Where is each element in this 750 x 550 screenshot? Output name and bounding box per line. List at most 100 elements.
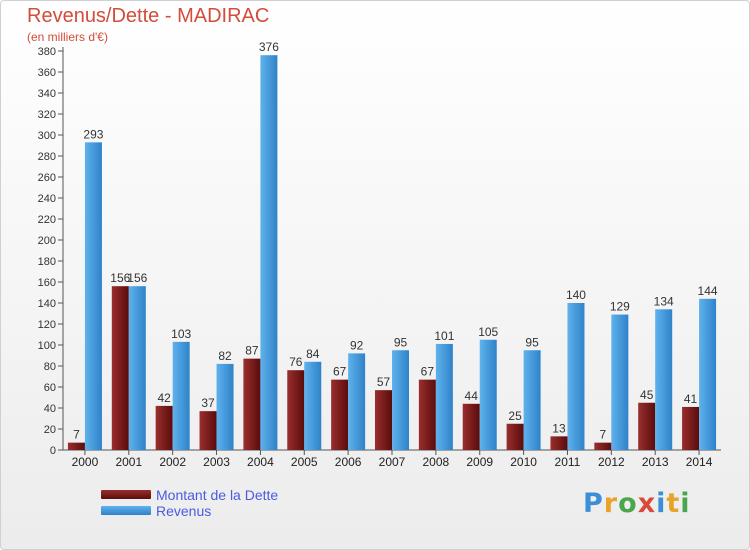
data-label-dette: 156	[110, 271, 130, 285]
bar-dette	[111, 286, 129, 450]
y-tick-label: 320	[38, 109, 56, 121]
bar-dette	[331, 379, 349, 450]
data-label-dette: 57	[377, 375, 391, 389]
bar-revenus	[655, 309, 673, 450]
x-tick-label: 2009	[466, 455, 493, 469]
bar-dette	[199, 411, 217, 450]
legend-swatch-dette	[101, 490, 151, 499]
y-tick-label: 240	[38, 193, 56, 205]
data-label-dette: 42	[157, 391, 171, 405]
x-tick-label: 2014	[686, 455, 713, 469]
x-tick-label: 2004	[247, 455, 274, 469]
data-label-dette: 76	[289, 355, 303, 369]
bar-revenus	[567, 303, 585, 450]
data-label-revenus: 82	[218, 349, 232, 363]
logo-letter: t	[666, 488, 681, 519]
data-label-revenus: 95	[394, 335, 408, 349]
logo-letter: P	[583, 488, 604, 519]
data-label-dette: 37	[201, 396, 215, 410]
bar-revenus	[304, 361, 322, 450]
x-tick-label: 2002	[159, 455, 186, 469]
data-label-dette: 13	[552, 421, 566, 435]
y-tick-label: 140	[38, 298, 56, 310]
data-label-dette: 45	[640, 388, 654, 402]
bar-dette	[550, 436, 568, 450]
data-label-revenus: 105	[478, 325, 498, 339]
data-label-revenus: 140	[566, 288, 586, 302]
y-tick-label: 160	[38, 277, 56, 289]
bar-revenus	[479, 339, 497, 450]
y-tick-label: 260	[38, 172, 56, 184]
x-tick-label: 2001	[115, 455, 142, 469]
y-tick-label: 300	[38, 130, 56, 142]
data-label-dette: 25	[508, 409, 522, 423]
x-tick-label: 2005	[291, 455, 318, 469]
bar-revenus	[611, 314, 629, 450]
bar-revenus	[128, 286, 146, 450]
data-label-dette: 87	[245, 344, 259, 358]
bar-dette	[462, 403, 480, 450]
y-tick-label: 80	[44, 361, 56, 373]
bar-revenus	[260, 55, 278, 450]
bar-dette	[506, 423, 524, 450]
x-tick-label: 2007	[379, 455, 406, 469]
data-label-dette: 67	[333, 365, 347, 379]
data-label-revenus: 156	[127, 271, 147, 285]
x-tick-label: 2010	[510, 455, 537, 469]
bar-dette	[155, 405, 173, 450]
bar-revenus	[172, 341, 190, 450]
bar-revenus	[216, 363, 234, 450]
y-tick-label: 280	[38, 151, 56, 163]
data-label-revenus: 376	[259, 40, 279, 54]
logo-letter: i	[680, 488, 691, 519]
y-tick-label: 340	[38, 88, 56, 100]
x-tick-label: 2012	[598, 455, 625, 469]
bar-dette	[638, 402, 656, 450]
data-label-revenus: 129	[610, 300, 630, 314]
bar-dette	[418, 379, 436, 450]
data-label-revenus: 144	[698, 284, 718, 298]
y-tick-label: 120	[38, 319, 56, 331]
legend-label-revenus: Revenus	[156, 503, 212, 519]
data-label-dette: 41	[684, 392, 698, 406]
data-label-revenus: 293	[83, 127, 103, 141]
data-label-revenus: 84	[306, 347, 320, 361]
bar-revenus	[435, 343, 453, 450]
data-label-dette: 44	[465, 389, 479, 403]
data-label-revenus: 95	[525, 335, 539, 349]
data-label-revenus: 134	[654, 294, 674, 308]
y-tick-label: 40	[44, 403, 56, 415]
y-tick-label: 60	[44, 382, 56, 394]
y-tick-label: 360	[38, 67, 56, 79]
chart-subtitle: (en milliers d'€)	[27, 30, 108, 44]
data-label-revenus: 92	[350, 338, 364, 352]
bar-dette	[594, 442, 612, 450]
data-label-revenus: 103	[171, 327, 191, 341]
x-tick-label: 2008	[423, 455, 450, 469]
data-label-dette: 67	[421, 365, 435, 379]
x-tick-label: 2013	[642, 455, 669, 469]
bar-revenus	[523, 350, 541, 450]
chart-title: Revenus/Dette - MADIRAC	[27, 5, 270, 27]
y-tick-label: 0	[50, 445, 56, 457]
data-label-dette: 7	[73, 428, 80, 442]
bar-dette	[287, 370, 305, 450]
x-tick-label: 2000	[72, 455, 99, 469]
bar-dette	[682, 406, 700, 450]
logo-letter: r	[603, 488, 619, 519]
data-label-revenus: 101	[434, 329, 454, 343]
bar-dette	[67, 442, 85, 450]
y-tick-label: 220	[38, 214, 56, 226]
bar-revenus	[699, 298, 717, 450]
legend-swatch-revenus	[101, 506, 151, 515]
y-tick-label: 20	[44, 424, 56, 436]
y-tick-label: 100	[38, 340, 56, 352]
legend-label-dette: Montant de la Dette	[156, 487, 279, 503]
x-tick-label: 2011	[555, 455, 581, 469]
x-tick-label: 2006	[335, 455, 362, 469]
bar-revenus	[348, 353, 366, 450]
x-tick-label: 2003	[203, 455, 230, 469]
y-tick-label: 380	[38, 46, 56, 58]
